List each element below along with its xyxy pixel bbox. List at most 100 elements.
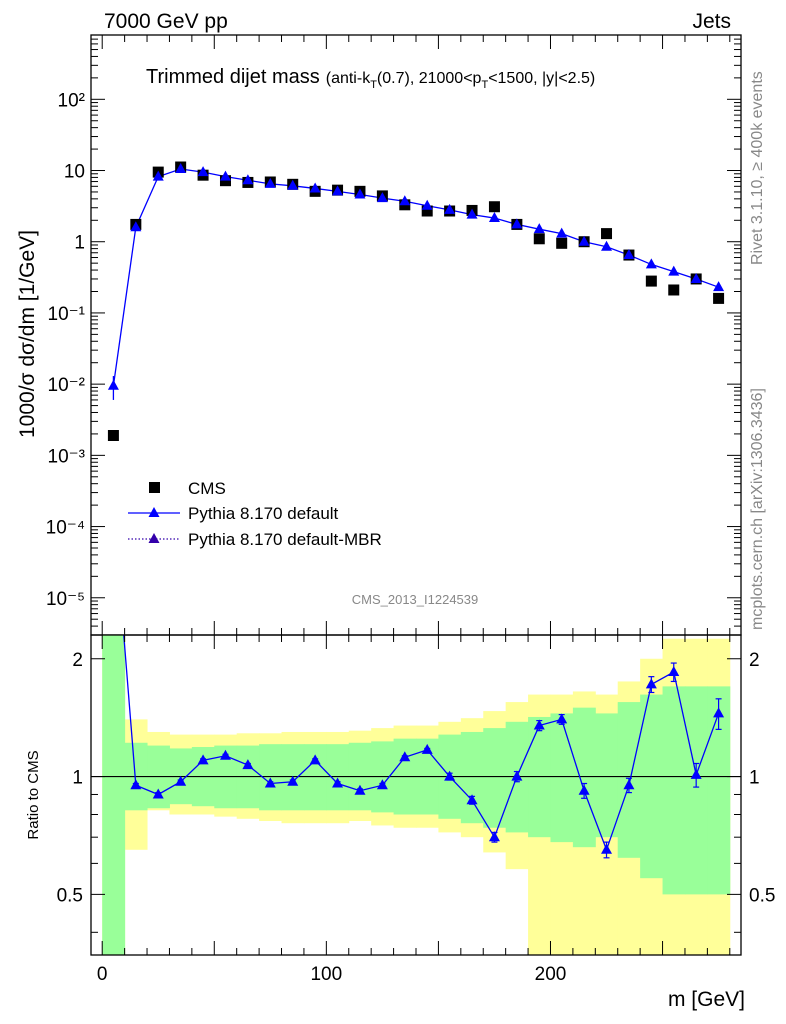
ratio-point [421,743,433,754]
band-inner [460,731,484,824]
ratio-point [533,719,545,730]
legend: CMS Pythia 8.170 default Pythia 8.170 defa… [128,479,382,549]
ratio-panel: 0.5 0.5 1 1 2 2 0 100 200 Ratio to CMS m [GeV] [25,634,775,1011]
pythia-point [713,281,725,292]
pythia-point [332,185,344,196]
pythia-point [645,258,657,269]
ratio-y-tick-label-right: 1 [749,768,760,789]
legend-marker-cms [149,482,160,493]
legend-label: CMS [188,479,226,498]
ratio-point [175,775,187,786]
ratio-point [466,794,478,805]
y-tick-label: 10⁻⁵ [46,589,85,610]
ratio-point [219,749,231,760]
cms-point [107,430,119,442]
band-inner [483,728,507,828]
y-tick-label: 10⁻² [48,375,86,396]
ratio-point [287,775,299,786]
x-tick-label: 0 [97,964,108,985]
band-inner [326,744,350,811]
band-inner [640,694,664,879]
ratio-point [690,768,702,779]
legend-marker-mbr [148,533,160,543]
pythia-point [690,272,702,283]
header-left: 7000 GeV pp [104,10,228,33]
y-tick-label: 10 [64,162,85,183]
ratio-point [578,784,590,795]
ratio-point [264,777,276,788]
pythia-point [668,265,680,276]
ratio-point [488,831,500,842]
pythia-point [264,177,276,188]
band-inner [707,686,731,895]
pythia-point [466,208,478,219]
ratio-point [556,713,568,724]
ratio-point [332,777,344,788]
pythia-point [556,227,568,238]
cms-point [421,205,433,217]
ratio-y-tick-label: 0.5 [57,885,83,906]
rivet-label: Rivet 3.1.10, ≥ 400k events [749,71,766,265]
cms-point [601,228,613,240]
pythia-point [175,163,187,174]
cms-point [556,237,568,249]
pythia-point [623,249,635,260]
ratio-point [376,779,388,790]
cms-point [645,275,657,287]
pythia-point [219,170,231,181]
legend-label: Pythia 8.170 default-MBR [188,530,382,549]
pythia-point [578,235,590,246]
x-axis-label: m [GeV] [668,988,745,1011]
ratio-point [511,770,523,781]
pythia-point [354,188,366,199]
pythia-point [444,203,456,214]
pythia-point [533,223,545,234]
ratio-point [152,788,164,799]
band-inner [102,635,126,955]
band-inner [303,744,327,811]
ratio-y-axis-label: Ratio to CMS [25,750,42,839]
y-tick-label: 1 [74,233,85,254]
main-panel: CMS_2013_I1224539 10⁻⁵ 10⁻⁴ 10⁻³ 10⁻² 10⁻¹ 1 1… [16,34,742,636]
pythia-point [287,179,299,190]
band-inner [595,713,619,838]
chart-title: Trimmed dijet mass (anti-kT(0.7), 21000<p… [146,66,595,91]
ratio-point [623,779,635,790]
pythia-point [107,379,119,390]
legend-label: Pythia 8.170 default [188,504,339,523]
ratio-point [444,770,456,781]
ratio-point [668,666,680,677]
ratio-point [713,707,725,718]
header-right: Jets [692,10,731,33]
pythia-point [130,221,142,232]
cms-point [488,201,500,213]
ratio-y-tick-label-right: 0.5 [749,885,775,906]
y-tick-label: 10⁻¹ [48,304,86,325]
ratio-y-tick-label: 1 [72,768,83,789]
cms-point [533,233,545,245]
pythia-point [309,182,321,193]
y-tick-label: 10⁻⁴ [46,518,85,539]
ratio-point [130,779,142,790]
band-inner [259,744,283,811]
y-axis-label: 1000/σ dσ/dm [1/GeV] [16,230,39,438]
y-tick-label: 10² [58,90,85,111]
series-line-pythia [112,168,719,386]
band-inner [684,686,708,895]
cms-point [668,284,680,296]
pythia-point [601,240,613,251]
x-tick-label: 100 [310,964,342,985]
ratio-point [242,759,254,770]
band-inner [662,686,686,895]
ratio-point [354,784,366,795]
pythia-point [242,174,254,185]
ratio-line-pythia [123,635,720,852]
ratio-y-tick-label-right: 2 [749,650,760,671]
pythia-point [488,212,500,223]
pythia-point [511,218,523,229]
mcplots-label: mcplots.cern.ch [arXiv:1306.3436] [749,388,766,630]
watermark: CMS_2013_I1224539 [352,592,479,607]
ratio-point [309,754,321,765]
ratio-y-tick-label: 2 [72,650,83,671]
